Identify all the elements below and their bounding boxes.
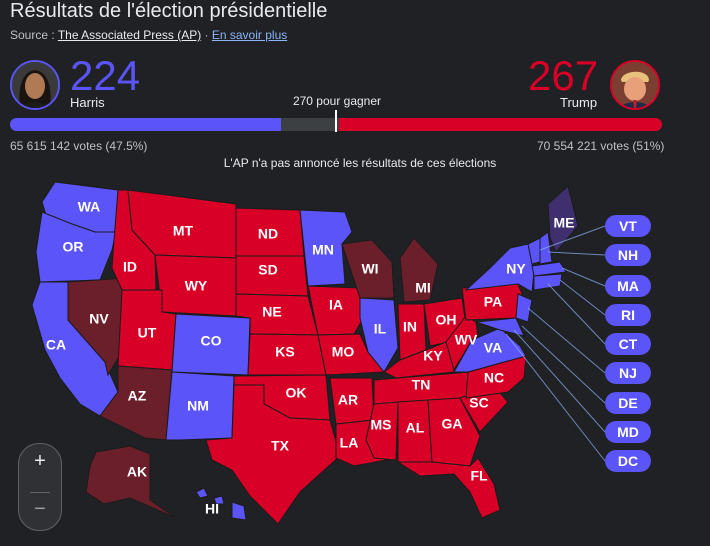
state-mi[interactable] [399, 237, 439, 303]
pill-ri[interactable]: RI [605, 304, 651, 326]
state-tx[interactable] [205, 384, 341, 525]
label-ny: NY [506, 261, 526, 277]
page-title: Résultats de l'élection présidentielle [10, 0, 328, 22]
state-nm[interactable] [165, 371, 235, 441]
label-al: AL [406, 420, 425, 436]
label-wi: WI [361, 261, 378, 277]
state-wi[interactable] [341, 239, 395, 299]
trump-avatar [610, 60, 660, 110]
state-hi-1[interactable] [195, 487, 209, 499]
label-mi: MI [415, 280, 431, 296]
label-sd: SD [258, 262, 277, 278]
uncalled-note: L'AP n'a pas annoncé les résultats de ce… [223, 156, 497, 170]
label-wy: WY [185, 278, 208, 294]
label-ca: CA [46, 337, 66, 353]
state-ma[interactable] [531, 261, 567, 277]
label-pa: PA [484, 294, 502, 310]
label-wv: WV [455, 332, 478, 348]
label-ak: AK [127, 464, 147, 480]
label-co: CO [201, 333, 222, 349]
label-il: IL [374, 321, 387, 337]
state-ga[interactable] [427, 397, 481, 467]
trump-popular-votes: 70 554 221 votes (51%) [537, 139, 665, 153]
label-ia: IA [329, 297, 343, 313]
label-nm: NM [187, 398, 209, 414]
label-wa: WA [78, 199, 101, 215]
zoom-in-button[interactable]: + [34, 450, 46, 472]
zoom-divider [30, 492, 50, 493]
state-fl[interactable] [396, 457, 501, 519]
label-oh: OH [436, 312, 457, 328]
label-az: AZ [128, 388, 147, 404]
label-ne: NE [262, 304, 281, 320]
label-ms: MS [371, 417, 392, 433]
label-me: ME [554, 215, 575, 231]
label-tn: TN [412, 377, 431, 393]
source-separator: · [201, 28, 212, 42]
harris-electoral-votes: 224 [70, 52, 141, 99]
state-me[interactable] [547, 185, 579, 253]
label-tx: TX [271, 438, 290, 454]
pill-nh[interactable]: NH [605, 244, 651, 266]
label-ut: UT [138, 325, 157, 341]
label-mo: MO [332, 344, 355, 360]
label-va: VA [484, 340, 502, 356]
label-ky: KY [423, 348, 443, 364]
win-threshold-marker [335, 110, 337, 132]
label-la: LA [340, 435, 359, 451]
pill-dc[interactable]: DC [605, 450, 651, 472]
label-sc: SC [469, 395, 488, 411]
harris-avatar [10, 60, 60, 110]
state-ak[interactable] [85, 445, 177, 519]
state-nj[interactable] [515, 293, 533, 323]
label-ok: OK [286, 385, 307, 401]
harris-name: Harris [70, 95, 105, 110]
zoom-control: + − [18, 443, 62, 531]
label-ga: GA [442, 416, 463, 432]
trump-name: Trump [560, 95, 598, 110]
label-hi: HI [205, 501, 219, 517]
pill-nj[interactable]: NJ [605, 362, 651, 384]
trump-bar-fill [338, 118, 662, 131]
state-hi-2[interactable] [213, 495, 225, 505]
pill-de[interactable]: DE [605, 392, 651, 414]
source-link[interactable]: The Associated Press (AP) [57, 28, 202, 42]
label-fl: FL [470, 468, 488, 484]
trump-electoral-votes: 267 [528, 52, 599, 99]
pill-ma[interactable]: MA [605, 275, 651, 297]
label-nv: NV [89, 311, 109, 327]
harris-bar-fill [10, 118, 282, 131]
source-prefix: Source : [10, 28, 58, 42]
state-hi-3[interactable] [231, 501, 247, 521]
label-nc: NC [484, 370, 504, 386]
small-state-leader-lines [505, 225, 606, 462]
pill-ct[interactable]: CT [605, 333, 651, 355]
harris-popular-votes: 65 615 142 votes (47.5%) [10, 139, 148, 153]
learn-more-link[interactable]: En savoir plus [211, 28, 288, 42]
state-ct-ri[interactable] [533, 273, 563, 291]
zoom-out-button[interactable]: − [34, 498, 46, 520]
state-or[interactable] [35, 211, 117, 283]
label-mt: MT [173, 223, 194, 239]
pill-md[interactable]: MD [605, 421, 651, 443]
source-line: Source : The Associated Press (AP) · En … [10, 28, 287, 42]
label-ar: AR [338, 392, 358, 408]
label-ks: KS [275, 344, 294, 360]
label-mn: MN [312, 242, 334, 258]
state-md-de[interactable] [475, 317, 525, 337]
to-win-label: 270 pour gagner [292, 94, 382, 108]
label-nd: ND [258, 226, 278, 242]
state-ms[interactable] [365, 401, 399, 461]
label-or: OR [63, 239, 84, 255]
label-in: IN [403, 319, 417, 335]
label-id: ID [123, 259, 137, 275]
pill-vt[interactable]: VT [605, 215, 651, 237]
